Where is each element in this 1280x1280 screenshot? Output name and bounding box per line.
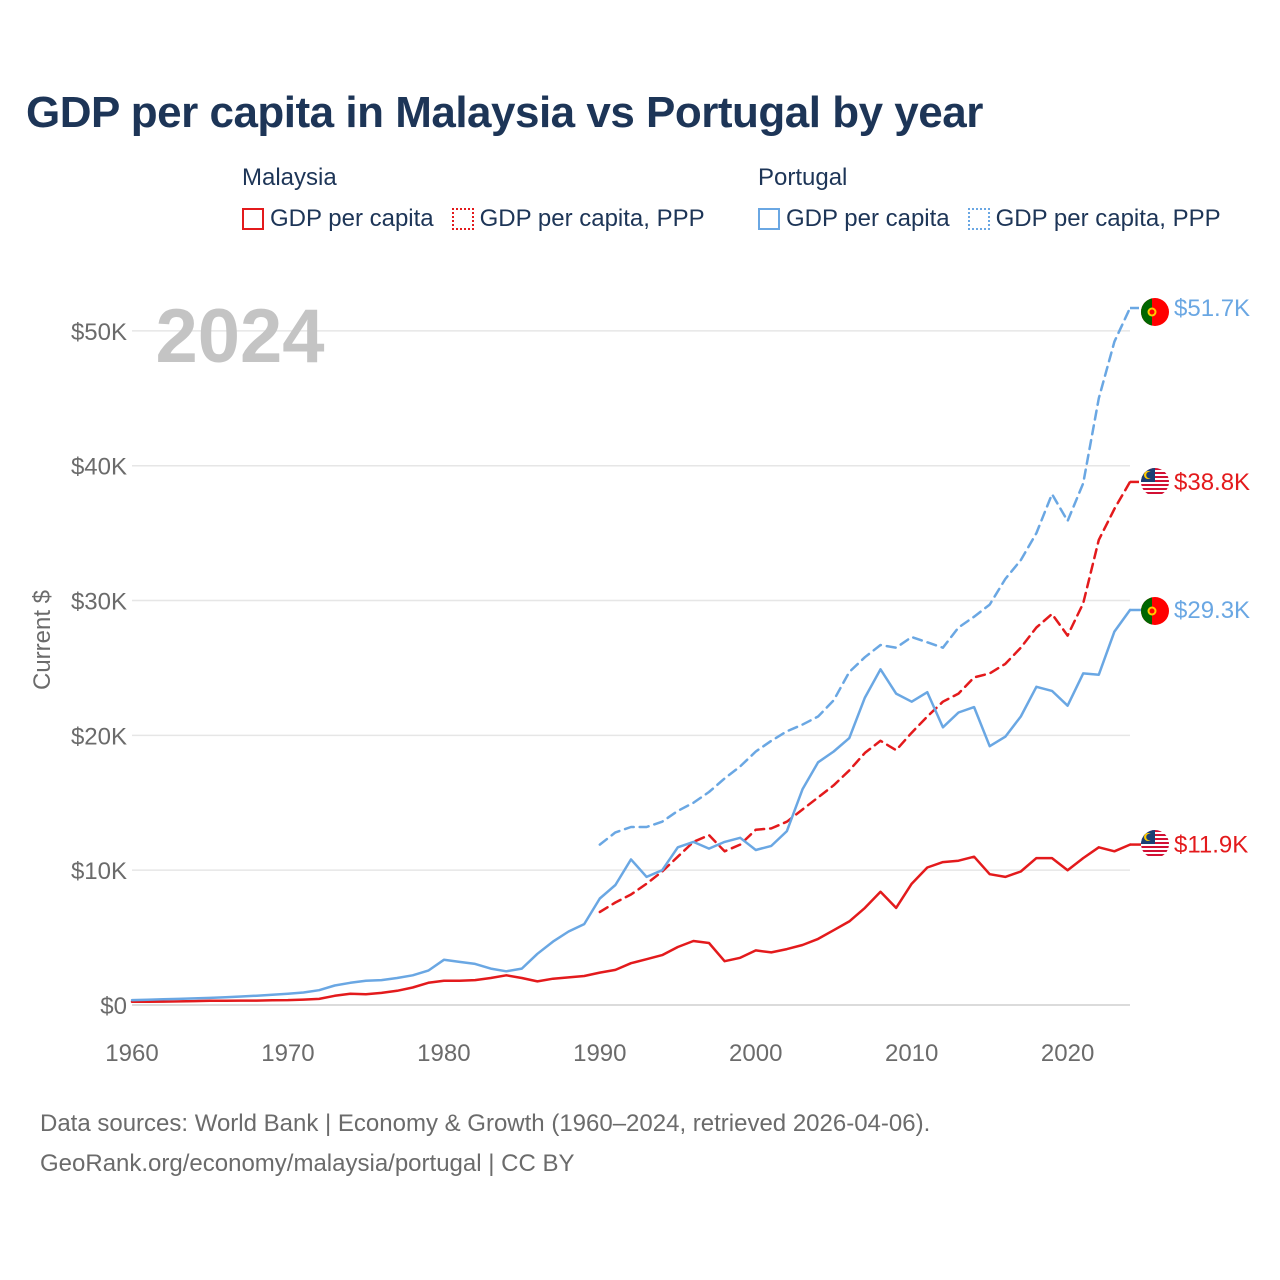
y-axis-label: Current $ xyxy=(29,590,56,690)
y-tick-label: $20K xyxy=(71,723,127,750)
end-value-label: $38.8K xyxy=(1174,469,1250,496)
x-tick-label: 1970 xyxy=(261,1040,314,1067)
legend-item-portugal-gdp[interactable]: GDP per capita xyxy=(758,204,950,234)
y-tick-label: $50K xyxy=(71,319,127,346)
dotted-swatch-icon xyxy=(967,208,990,230)
malaysia-flag-icon xyxy=(1141,830,1169,858)
series-group xyxy=(130,306,1141,1004)
portugal-flag-icon xyxy=(1141,298,1169,326)
y-axis: $0 $10K $20K $30K $40K $50K xyxy=(71,319,127,1020)
series-line-portugal-gdp-per-capita[interactable] xyxy=(130,608,1132,1002)
legend-group-title: Malaysia xyxy=(242,164,337,191)
series-line-portugal-gdp-per-capita-ppp[interactable] xyxy=(598,306,1132,846)
y-tick-label: $0 xyxy=(100,993,127,1020)
portugal-flag-icon xyxy=(1141,597,1169,625)
x-tick-label: 2020 xyxy=(1041,1040,1094,1067)
x-tick-label: 2010 xyxy=(885,1040,938,1067)
end-value-label: $51.7K xyxy=(1174,295,1250,322)
malaysia-flag-icon xyxy=(1141,468,1169,496)
legend-item-malaysia-gdp[interactable]: GDP per capita xyxy=(242,204,434,234)
y-tick-label: $40K xyxy=(71,454,127,481)
footer: Data sources: World Bank | Economy & Gro… xyxy=(40,1104,930,1184)
series-line-malaysia-gdp-per-capita-ppp[interactable] xyxy=(598,480,1132,914)
legend-group-portugal: Portugal GDP per capita GDP per capita, … xyxy=(758,162,1221,234)
legend-group-malaysia: Malaysia GDP per capita GDP per capita, … xyxy=(242,162,705,234)
legend-item-malaysia-gdp-ppp[interactable]: GDP per capita, PPP xyxy=(451,204,705,234)
legend-item-label: GDP per capita xyxy=(270,205,434,232)
x-tick-label: 1990 xyxy=(573,1040,626,1067)
x-tick-label: 1960 xyxy=(105,1040,158,1067)
x-tick-label: 2000 xyxy=(729,1040,782,1067)
end-value-label: $29.3K xyxy=(1174,597,1250,624)
dotted-swatch-icon xyxy=(451,208,474,230)
chart-title: GDP per capita in Malaysia vs Portugal b… xyxy=(26,88,983,137)
solid-swatch-icon xyxy=(758,208,780,230)
legend-item-label: GDP per capita, PPP xyxy=(995,205,1221,232)
end-labels: $11.9K $38.8K $29.3K $51.7K xyxy=(1174,295,1250,859)
attribution-link[interactable]: GeoRank.org/economy/malaysia/portugal | … xyxy=(40,1150,575,1177)
legend-item-label: GDP per capita, PPP xyxy=(479,205,705,232)
x-tick-label: 1980 xyxy=(417,1040,470,1067)
legend-group-title: Portugal xyxy=(758,164,848,191)
solid-swatch-icon xyxy=(242,208,264,230)
series-line-malaysia-gdp-per-capita[interactable] xyxy=(130,843,1132,1004)
legend-item-portugal-gdp-ppp[interactable]: GDP per capita, PPP xyxy=(967,204,1221,234)
year-watermark: 2024 xyxy=(155,294,324,379)
data-sources-text: Data sources: World Bank | Economy & Gro… xyxy=(40,1110,931,1137)
x-axis: 1960 1970 1980 1990 2000 2010 2020 xyxy=(105,1040,1094,1067)
y-tick-label: $10K xyxy=(71,858,127,885)
grid xyxy=(132,330,1130,1006)
legend-item-label: GDP per capita xyxy=(786,205,950,232)
end-value-label: $11.9K xyxy=(1174,832,1248,859)
y-tick-label: $30K xyxy=(71,589,127,616)
